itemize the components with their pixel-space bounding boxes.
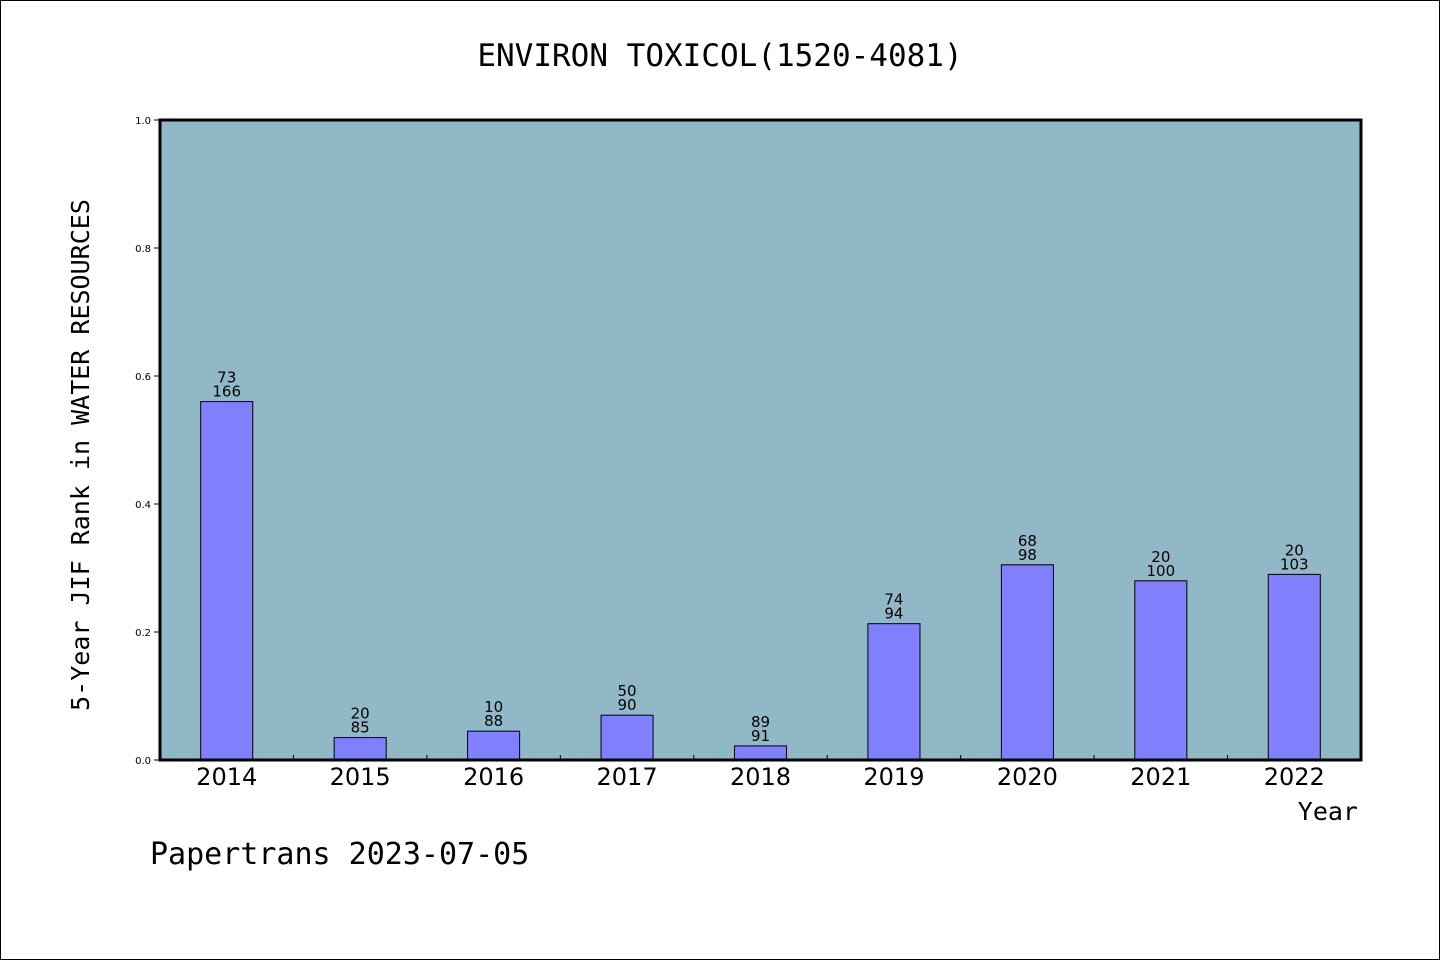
bar xyxy=(733,745,788,761)
x-tick-label: 2018 xyxy=(730,763,791,791)
x-tick-label: 2022 xyxy=(1264,763,1325,791)
chart-title: ENVIRON TOXICOL(1520-4081) xyxy=(477,38,962,74)
data-label-top: 89 xyxy=(751,713,770,731)
data-label-bottom: 88 xyxy=(484,712,503,730)
x-axis-labels: 2014 2015 2016 2017 2018 2019 2020 2021 2022 xyxy=(196,763,1325,791)
y-tick-label: 0.8 xyxy=(135,244,151,255)
data-label-bottom: 98 xyxy=(1018,546,1037,564)
y-tick-label: 1.0 xyxy=(135,116,151,127)
data-label-bottom: 94 xyxy=(884,605,903,623)
y-tick-label: 0.0 xyxy=(135,756,151,767)
x-tick-label: 2020 xyxy=(997,763,1058,791)
y-tick-label: 0.4 xyxy=(135,500,151,511)
data-label-bottom: 90 xyxy=(618,696,637,714)
data-label-bottom: 166 xyxy=(212,383,241,401)
bar xyxy=(200,401,254,761)
data-label-bottom: 85 xyxy=(351,719,370,737)
x-tick-label: 2017 xyxy=(597,763,658,791)
bar xyxy=(1134,580,1188,761)
data-label-bottom: 100 xyxy=(1147,562,1176,580)
data-label-top: 20 xyxy=(1285,541,1304,559)
data-label-top: 74 xyxy=(884,591,903,609)
y-tick-label: 0.6 xyxy=(135,372,151,383)
footer-text: Papertrans 2023-07-05 xyxy=(150,837,529,872)
x-tick-label: 2021 xyxy=(1130,763,1191,791)
plot-border xyxy=(158,118,1363,762)
data-label-top: 20 xyxy=(1151,548,1170,566)
data-label-bottom: 91 xyxy=(751,727,770,745)
data-label-top: 73 xyxy=(217,369,236,387)
bar xyxy=(333,737,387,761)
data-label-top: 10 xyxy=(484,698,503,716)
x-tick-label: 2016 xyxy=(463,763,524,791)
x-tick-label: 2014 xyxy=(196,763,257,791)
data-label-top: 20 xyxy=(351,705,370,723)
bar xyxy=(467,730,521,761)
x-tick-label: 2015 xyxy=(330,763,391,791)
bar xyxy=(1000,564,1054,761)
data-label-top: 50 xyxy=(618,682,637,700)
y-axis-label: 5-Year JIF Rank in WATER RESOURCES xyxy=(66,199,95,711)
x-axis-label: Year xyxy=(1298,797,1358,826)
x-tick-label: 2019 xyxy=(863,763,924,791)
data-label-top: 68 xyxy=(1018,532,1037,550)
bar xyxy=(1267,573,1321,761)
data-label-bottom: 103 xyxy=(1280,555,1309,573)
y-tick-label: 0.2 xyxy=(135,628,151,639)
bar xyxy=(867,623,921,761)
bar xyxy=(600,714,654,761)
